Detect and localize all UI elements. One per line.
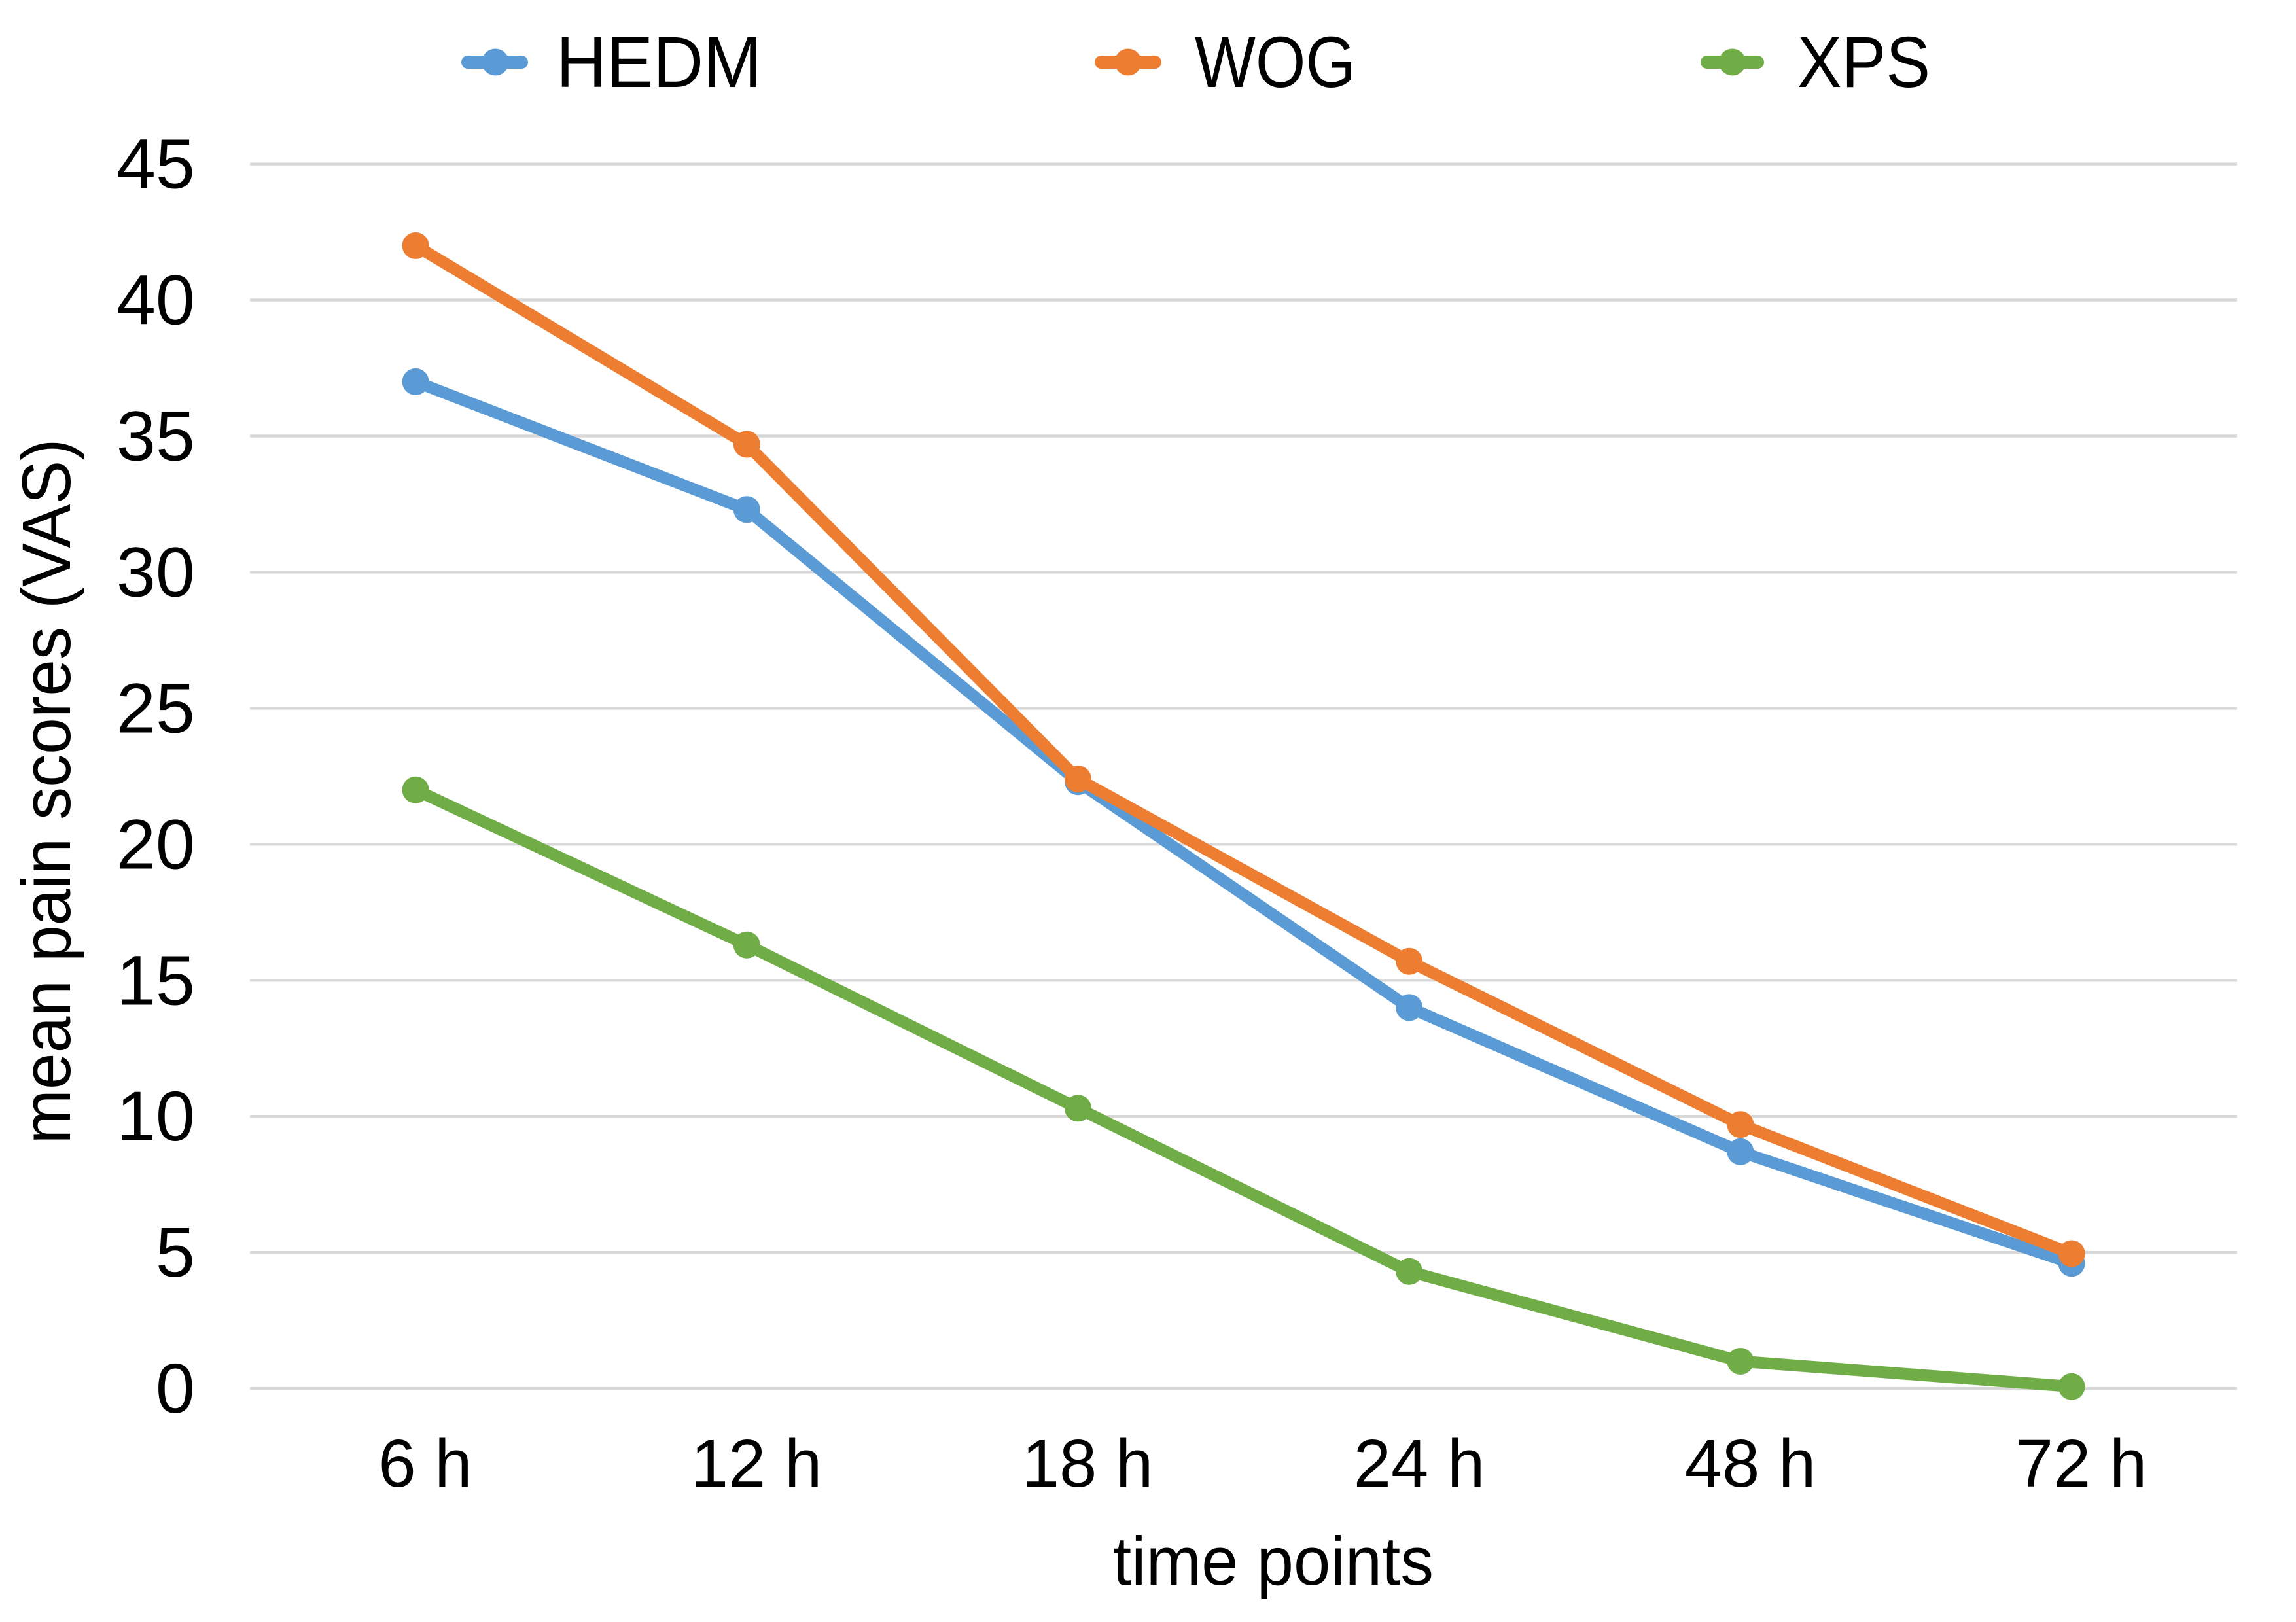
svg-text:0: 0 xyxy=(156,1349,195,1428)
svg-text:18 h: 18 h xyxy=(1022,1426,1153,1501)
svg-text:time points: time points xyxy=(1113,1523,1434,1600)
svg-text:40: 40 xyxy=(116,260,195,340)
svg-text:5: 5 xyxy=(156,1212,195,1292)
svg-text:mean pain scores (VAS): mean pain scores (VAS) xyxy=(9,439,85,1144)
svg-text:45: 45 xyxy=(116,124,195,203)
svg-text:30: 30 xyxy=(116,532,195,611)
svg-text:15: 15 xyxy=(116,940,195,1019)
svg-text:10: 10 xyxy=(116,1076,195,1155)
svg-text:20: 20 xyxy=(116,804,195,883)
svg-text:48 h: 48 h xyxy=(1685,1426,1816,1501)
svg-text:72 h: 72 h xyxy=(2016,1426,2147,1501)
svg-text:25: 25 xyxy=(116,668,195,747)
svg-text:WOG: WOG xyxy=(1195,22,1356,103)
svg-text:6 h: 6 h xyxy=(378,1426,472,1501)
svg-text:HEDM: HEDM xyxy=(556,22,762,103)
svg-text:24 h: 24 h xyxy=(1354,1426,1485,1501)
svg-text:35: 35 xyxy=(116,397,195,476)
svg-text:12 h: 12 h xyxy=(691,1426,822,1501)
svg-text:XPS: XPS xyxy=(1797,22,1930,103)
